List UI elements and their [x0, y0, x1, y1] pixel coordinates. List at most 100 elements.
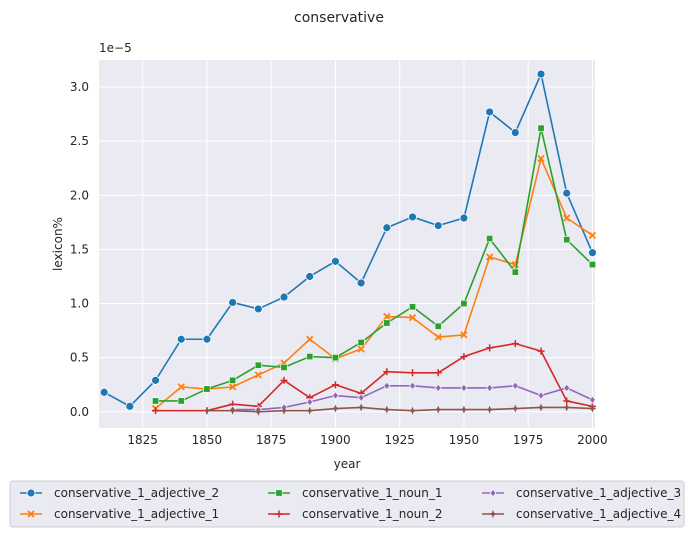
chart-title: conservative: [294, 10, 384, 26]
data-point: [588, 261, 596, 269]
data-point: [459, 405, 469, 414]
data-point: [562, 403, 571, 412]
x-tick-labels: 1825 1850 1875 1900 1925 1950 1975 2000: [127, 433, 607, 447]
data-point: [486, 235, 494, 243]
data-point: [305, 406, 314, 415]
data-point: [460, 331, 468, 339]
series-conservative_1_noun_1: [152, 124, 596, 405]
data-point: [536, 69, 546, 79]
data-point: [382, 223, 392, 233]
data-point: [254, 407, 263, 416]
legend-item: conservative_1_noun_2: [268, 507, 443, 521]
data-point: [279, 406, 289, 415]
legend-swatch-marker: [275, 510, 283, 518]
data-point: [511, 268, 519, 276]
series-conservative_1_noun_2: [152, 340, 596, 415]
series-conservative_1_adjective_3: [229, 381, 596, 414]
data-point: [279, 292, 289, 302]
data-point: [408, 313, 417, 322]
data-point: [409, 369, 417, 377]
data-point: [588, 231, 597, 239]
legend-label: conservative_1_noun_1: [302, 486, 443, 500]
y-tick-label: 0.5: [70, 351, 89, 365]
data-point: [203, 385, 211, 393]
data-point: [356, 403, 366, 412]
y-tick-label: 2.0: [70, 188, 89, 202]
data-point: [562, 188, 572, 198]
x-tick-label: 1950: [449, 433, 480, 447]
data-point: [537, 391, 545, 400]
series-conservative_1_adjective_2: [99, 69, 597, 411]
legend-label: conservative_1_adjective_2: [54, 486, 219, 500]
legend-label: conservative_1_adjective_3: [516, 486, 681, 500]
y-offset-label: 1e−5: [99, 41, 132, 55]
data-point: [383, 368, 391, 376]
data-point: [510, 128, 520, 137]
data-point: [177, 397, 185, 405]
legend-swatch-marker: [26, 488, 36, 498]
data-point: [280, 363, 288, 371]
legend: conservative_1_adjective_2 conservative_1…: [9, 480, 685, 528]
data-point: [460, 353, 468, 361]
legend-box: [9, 480, 685, 528]
data-point: [383, 381, 391, 390]
data-point: [331, 381, 339, 389]
data-point: [125, 401, 135, 411]
y-tick-label: 1.5: [70, 242, 89, 256]
data-point: [511, 340, 519, 348]
data-point: [331, 256, 340, 266]
data-point: [537, 124, 545, 132]
data-point: [433, 221, 443, 231]
data-point: [176, 334, 186, 344]
data-point: [357, 338, 365, 346]
data-point: [460, 300, 468, 308]
x-tick-label: 1850: [192, 433, 223, 447]
legend-label: conservative_1_adjective_4: [516, 507, 681, 521]
data-point: [383, 319, 391, 327]
data-point: [202, 334, 212, 344]
data-point: [228, 298, 238, 307]
data-point: [485, 107, 495, 117]
legend-swatch-marker: [275, 489, 283, 497]
data-point: [434, 405, 443, 414]
data-point: [228, 406, 237, 415]
data-point: [306, 397, 314, 407]
data-point: [306, 353, 314, 361]
data-point: [460, 383, 468, 393]
data-point: [563, 236, 571, 244]
data-point: [486, 383, 494, 393]
data-point: [229, 383, 237, 391]
x-tick-label: 1900: [320, 433, 351, 447]
legend-swatch-marker: [489, 488, 497, 498]
y-tick-label: 2.5: [70, 134, 89, 148]
x-tick-label: 1925: [384, 433, 415, 447]
legend-item: conservative_1_adjective_1: [20, 507, 219, 521]
data-point: [383, 312, 391, 321]
y-axis-label: lexicon%: [51, 217, 65, 271]
data-point: [152, 397, 160, 405]
data-point: [408, 406, 417, 415]
x-tick-label: 1975: [513, 433, 544, 447]
legend-swatch-marker: [488, 509, 498, 519]
legend-item: conservative_1_adjective_3: [482, 486, 681, 500]
data-point: [254, 371, 262, 379]
data-point: [177, 383, 185, 391]
data-point: [151, 375, 160, 385]
legend-item: conservative_1_adjective_4: [482, 507, 681, 521]
data-point: [486, 344, 494, 352]
x-tick-label: 1875: [256, 433, 287, 447]
x-tick-label: 2000: [577, 433, 608, 447]
grid: [99, 60, 595, 428]
legend-label: conservative_1_adjective_1: [54, 507, 219, 521]
data-point: [563, 383, 571, 393]
data-point: [99, 387, 109, 397]
data-point: [409, 303, 417, 311]
series-line: [155, 127, 593, 402]
data-point: [305, 272, 315, 281]
data-point: [254, 361, 262, 369]
data-point: [485, 405, 494, 414]
data-point: [229, 376, 237, 384]
y-tick-label: 0.0: [70, 405, 89, 419]
data-point: [356, 278, 366, 288]
